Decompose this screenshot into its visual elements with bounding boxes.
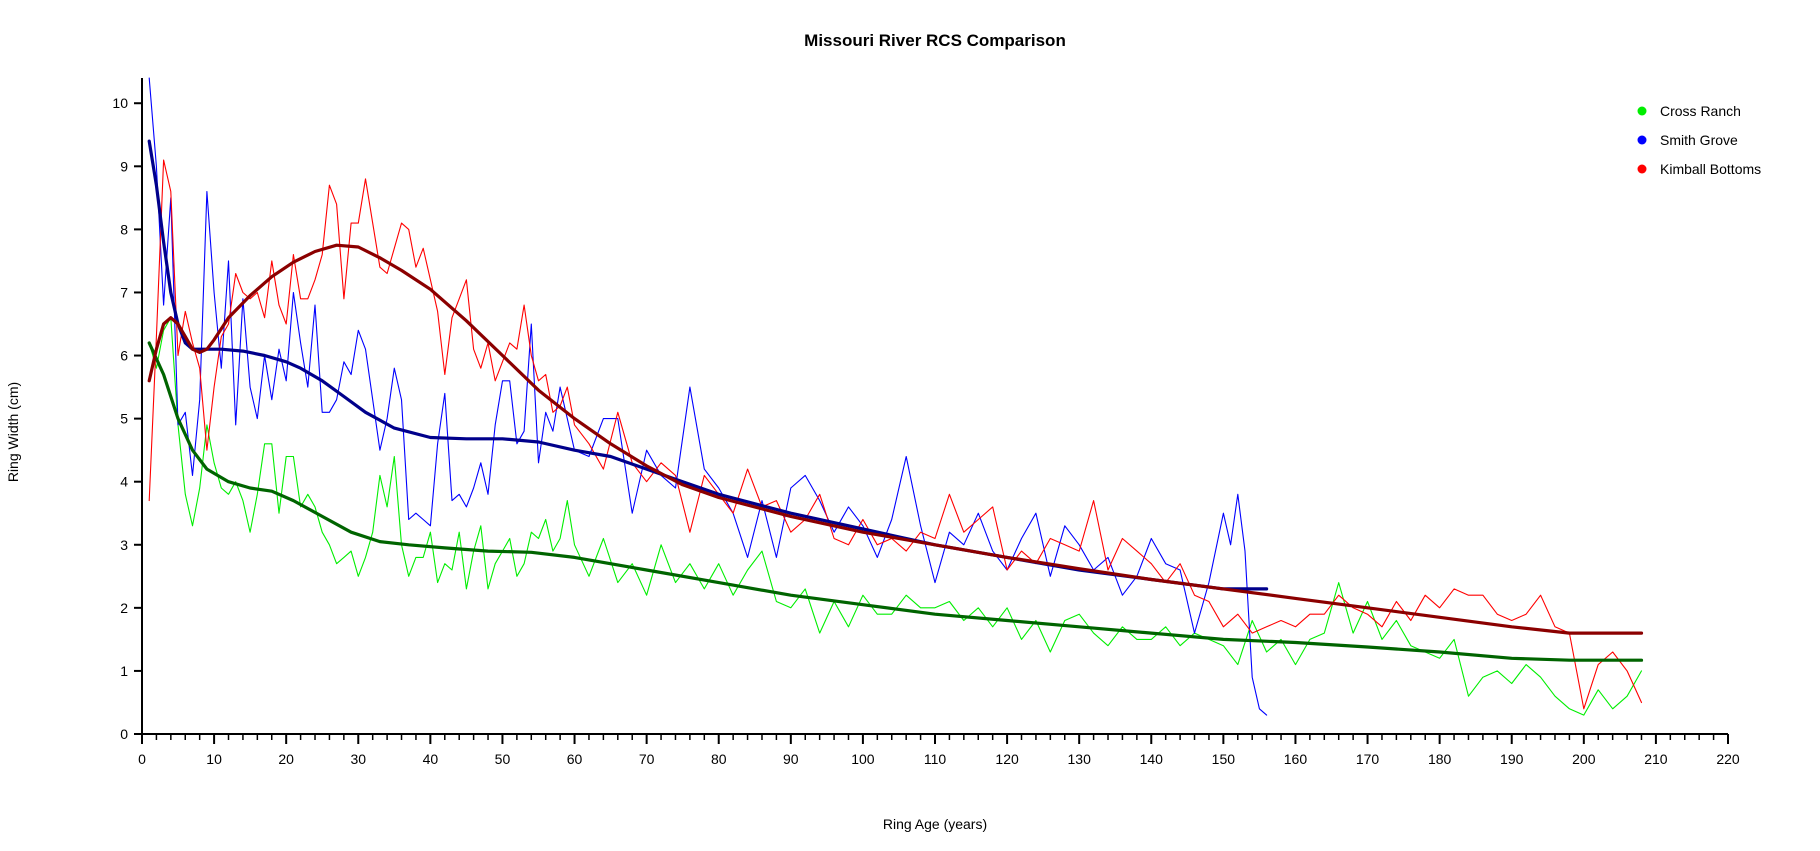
y-tick-label: 4 — [120, 474, 128, 490]
legend-marker — [1637, 106, 1647, 116]
x-tick-label: 210 — [1644, 751, 1668, 767]
x-tick-label: 80 — [711, 751, 727, 767]
x-tick-label: 170 — [1356, 751, 1380, 767]
x-tick-label: 60 — [567, 751, 583, 767]
x-tick-label: 40 — [423, 751, 439, 767]
x-tick-label: 20 — [278, 751, 294, 767]
x-tick-label: 70 — [639, 751, 655, 767]
y-tick-label: 0 — [120, 726, 128, 742]
y-axis-title: Ring Width (cm) — [5, 382, 21, 482]
axes: 0 10 20 30 40 50 60 70 80 90 100 110 120 130 140 150 160… — [112, 78, 1740, 767]
series-line-kimball-bottoms-smoothed — [147, 243, 1644, 635]
x-tick-label: 100 — [851, 751, 875, 767]
y-tick-label: 5 — [120, 411, 128, 427]
y-tick-label: 3 — [120, 537, 128, 553]
x-tick-label: 220 — [1716, 751, 1740, 767]
x-tick-label: 160 — [1284, 751, 1308, 767]
y-tick-label: 7 — [120, 284, 128, 300]
chart-title: Missouri River RCS Comparison — [804, 31, 1066, 50]
x-tick-label: 140 — [1140, 751, 1164, 767]
x-tick-label: 130 — [1068, 751, 1092, 767]
y-tick-label: 10 — [112, 95, 128, 111]
y-tick-label: 1 — [120, 663, 128, 679]
legend-label: Cross Ranch — [1660, 103, 1741, 119]
legend-label: Kimball Bottoms — [1660, 161, 1761, 177]
x-tick-label: 50 — [495, 751, 511, 767]
series-line-cross-ranch-smoothed — [147, 341, 1644, 662]
x-tick-label: 190 — [1500, 751, 1524, 767]
y-tick-label: 2 — [120, 600, 128, 616]
x-tick-label: 110 — [924, 751, 947, 767]
legend-marker — [1637, 135, 1647, 145]
series-line-smith-grove-raw — [148, 77, 1268, 716]
x-tick-label: 30 — [350, 751, 366, 767]
x-axis-title: Ring Age (years) — [883, 816, 987, 832]
y-tick-label: 6 — [120, 348, 128, 364]
series-line-cross-ranch-raw — [148, 317, 1643, 716]
y-tick-label: 9 — [120, 158, 128, 174]
series-line-kimball-bottoms-raw — [148, 159, 1643, 710]
x-tick-label: 180 — [1428, 751, 1452, 767]
x-tick-label: 10 — [206, 751, 222, 767]
legend-label: Smith Grove — [1660, 132, 1738, 148]
legend-marker — [1637, 164, 1647, 174]
y-tick-label: 8 — [120, 221, 128, 237]
plot-area — [147, 77, 1644, 716]
legend: Cross Ranch Smith Grove Kimball Bottoms — [1637, 103, 1761, 177]
x-tick-label: 90 — [783, 751, 799, 767]
x-tick-label: 200 — [1572, 751, 1596, 767]
x-tick-label: 120 — [995, 751, 1019, 767]
series-line-smith-grove-smoothed — [147, 139, 1269, 591]
x-tick-label: 150 — [1212, 751, 1236, 767]
x-tick-label: 0 — [138, 751, 146, 767]
